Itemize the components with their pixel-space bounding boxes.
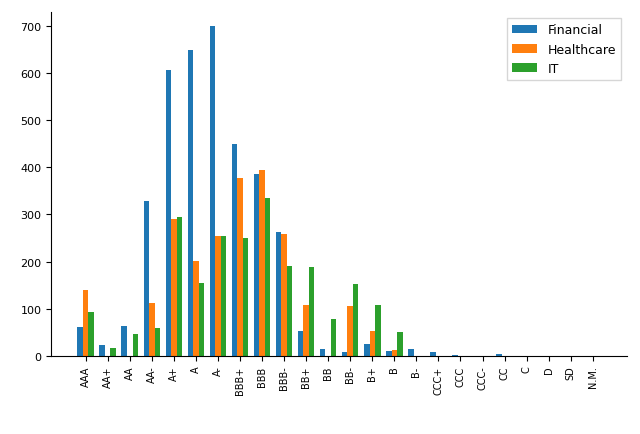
Bar <box>132 334 138 356</box>
Bar <box>282 235 287 356</box>
Bar <box>259 171 265 356</box>
Bar <box>215 236 221 356</box>
Bar <box>496 354 502 356</box>
Bar <box>287 266 292 356</box>
Bar <box>392 350 397 356</box>
Bar <box>232 145 237 356</box>
Bar <box>198 283 204 356</box>
Bar <box>408 349 413 356</box>
Bar <box>309 268 314 356</box>
Bar <box>193 261 198 356</box>
Bar <box>254 175 259 356</box>
Bar <box>430 352 436 356</box>
Bar <box>397 332 403 356</box>
Bar <box>166 71 171 356</box>
Bar <box>149 303 154 356</box>
Bar <box>143 202 149 356</box>
Bar <box>320 349 325 356</box>
Bar <box>276 233 282 356</box>
Legend: Financial, Healthcare, IT: Financial, Healthcare, IT <box>508 19 621 81</box>
Bar <box>386 351 392 356</box>
Bar <box>303 306 309 356</box>
Bar <box>111 348 116 356</box>
Bar <box>243 238 248 356</box>
Bar <box>177 217 182 356</box>
Bar <box>188 51 193 356</box>
Bar <box>348 306 353 356</box>
Bar <box>342 352 348 356</box>
Bar <box>210 27 215 356</box>
Bar <box>83 290 88 356</box>
Bar <box>99 345 105 356</box>
Bar <box>221 236 226 356</box>
Bar <box>265 198 270 356</box>
Bar <box>298 332 303 356</box>
Bar <box>375 306 381 356</box>
Bar <box>452 355 458 356</box>
Bar <box>353 284 358 356</box>
Bar <box>331 319 337 356</box>
Bar <box>122 326 127 356</box>
Bar <box>154 329 160 356</box>
Bar <box>171 220 177 356</box>
Bar <box>369 332 375 356</box>
Bar <box>77 328 83 356</box>
Bar <box>88 312 94 356</box>
Bar <box>237 178 243 356</box>
Bar <box>364 344 369 356</box>
